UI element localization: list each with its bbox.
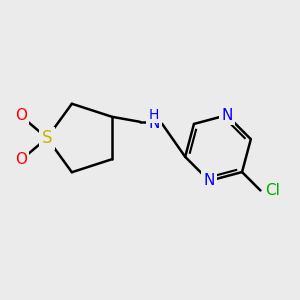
- Text: N: N: [221, 108, 232, 123]
- Text: S: S: [42, 129, 52, 147]
- Text: O: O: [15, 109, 27, 124]
- Text: N: N: [148, 116, 160, 131]
- Text: O: O: [15, 152, 27, 167]
- Text: Cl: Cl: [266, 183, 280, 198]
- Text: H: H: [149, 108, 159, 122]
- Text: N: N: [203, 173, 215, 188]
